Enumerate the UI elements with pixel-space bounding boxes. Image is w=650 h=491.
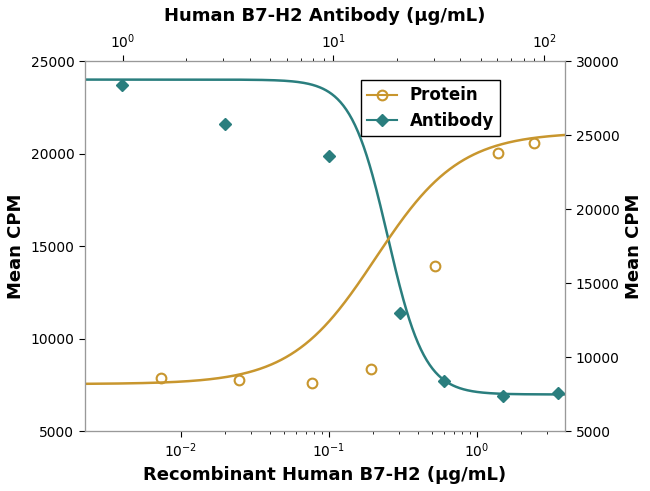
Y-axis label: Mean CPM: Mean CPM (625, 193, 643, 299)
Legend: Protein, Antibody: Protein, Antibody (361, 80, 500, 136)
Y-axis label: Mean CPM: Mean CPM (7, 193, 25, 299)
X-axis label: Recombinant Human B7-H2 (μg/mL): Recombinant Human B7-H2 (μg/mL) (144, 466, 506, 484)
X-axis label: Human B7-H2 Antibody (μg/mL): Human B7-H2 Antibody (μg/mL) (164, 7, 486, 25)
